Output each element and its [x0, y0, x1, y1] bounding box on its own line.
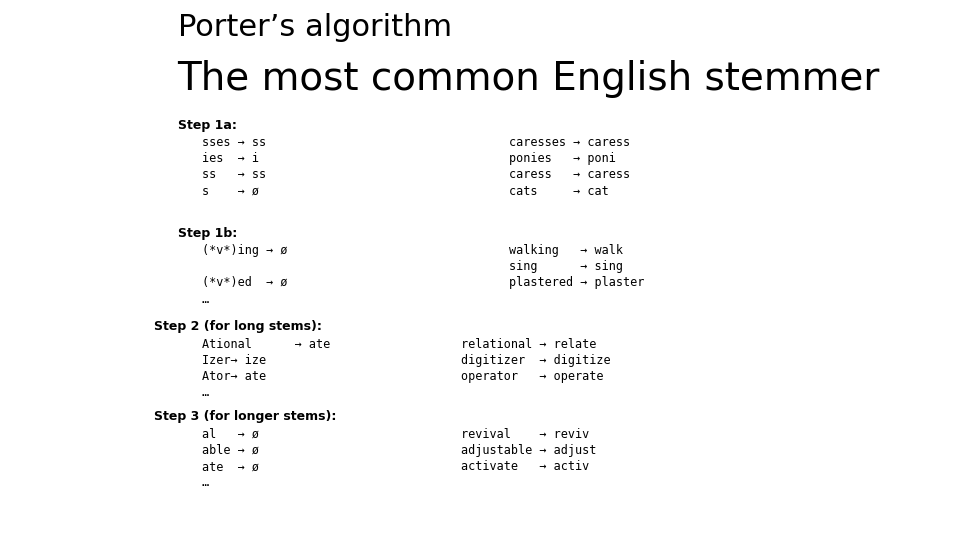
- Text: ss   → ss: ss → ss: [202, 168, 266, 181]
- Text: ies  → i: ies → i: [202, 152, 258, 165]
- Text: able → ø: able → ø: [202, 444, 258, 457]
- Text: operator   → operate: operator → operate: [461, 370, 603, 383]
- Text: al   → ø: al → ø: [202, 428, 258, 441]
- Text: ponies   → poni: ponies → poni: [509, 152, 615, 165]
- Text: adjustable → adjust: adjustable → adjust: [461, 444, 596, 457]
- Text: …: …: [202, 386, 208, 399]
- Text: plastered → plaster: plastered → plaster: [509, 276, 644, 289]
- Text: …: …: [202, 476, 208, 489]
- Text: …: …: [202, 293, 208, 306]
- Text: sses → ss: sses → ss: [202, 136, 266, 149]
- Text: s    → ø: s → ø: [202, 185, 258, 198]
- Text: cats     → cat: cats → cat: [509, 185, 609, 198]
- Text: (*v*)ing → ø: (*v*)ing → ø: [202, 244, 287, 257]
- Text: sing      → sing: sing → sing: [509, 260, 623, 273]
- Text: ate  → ø: ate → ø: [202, 460, 258, 473]
- Text: walking   → walk: walking → walk: [509, 244, 623, 257]
- Text: caress   → caress: caress → caress: [509, 168, 630, 181]
- Text: activate   → activ: activate → activ: [461, 460, 589, 473]
- Text: Step 2 (for long stems):: Step 2 (for long stems):: [154, 320, 322, 333]
- Text: relational → relate: relational → relate: [461, 338, 596, 350]
- Text: Porter’s algorithm: Porter’s algorithm: [178, 14, 452, 43]
- Text: (*v*)ed  → ø: (*v*)ed → ø: [202, 276, 287, 289]
- Text: Step 1a:: Step 1a:: [178, 119, 236, 132]
- Text: The most common English stemmer: The most common English stemmer: [178, 60, 880, 98]
- Text: Ator→ ate: Ator→ ate: [202, 370, 266, 383]
- Text: Step 3 (for longer stems):: Step 3 (for longer stems):: [154, 410, 336, 423]
- Text: digitizer  → digitize: digitizer → digitize: [461, 354, 611, 367]
- Text: Step 1b:: Step 1b:: [178, 227, 237, 240]
- Text: Izer→ ize: Izer→ ize: [202, 354, 266, 367]
- Text: caresses → caress: caresses → caress: [509, 136, 630, 149]
- Text: revival    → reviv: revival → reviv: [461, 428, 589, 441]
- Text: Ational      → ate: Ational → ate: [202, 338, 330, 350]
